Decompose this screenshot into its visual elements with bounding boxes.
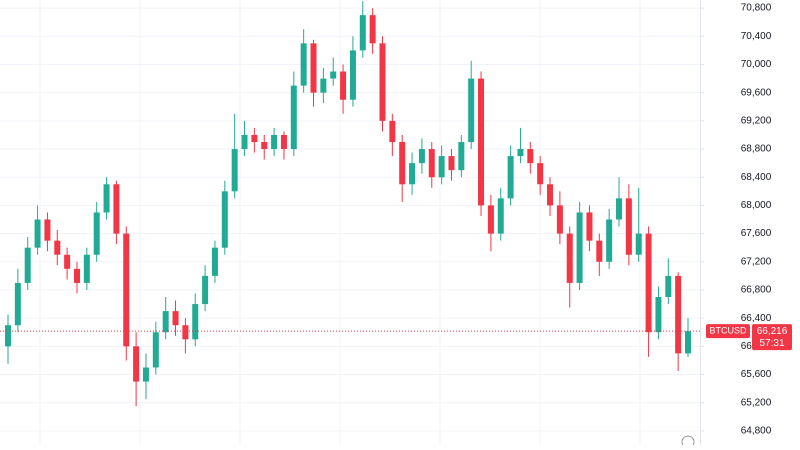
candle-body [103, 184, 110, 213]
candle-body [458, 141, 465, 171]
candle-body [113, 184, 120, 234]
candle-body [369, 15, 376, 44]
candle-body [182, 325, 189, 340]
candle-body [428, 149, 435, 178]
candle-body [133, 346, 140, 382]
candle-body [24, 247, 31, 283]
candle-body [596, 240, 603, 262]
candle-body [221, 191, 228, 248]
candle-body [576, 212, 583, 283]
candle-body [83, 254, 90, 283]
candle-body [675, 275, 682, 354]
candle-body [192, 304, 199, 340]
y-tick-label: 68,000 [741, 200, 772, 211]
y-tick-label: 70,800 [741, 3, 772, 14]
candle-body [399, 141, 406, 185]
candle-body [418, 149, 425, 164]
candle-body [152, 332, 159, 368]
candle-body [586, 212, 593, 241]
candle-body [5, 325, 11, 347]
y-tick-label: 70,400 [741, 31, 772, 42]
candle-body [310, 43, 317, 93]
candle-body [478, 78, 485, 206]
symbol-tag [706, 324, 750, 339]
candle-body [409, 163, 416, 185]
candle-body [438, 156, 445, 178]
last-price-label: 66,216 [757, 326, 788, 337]
candle-body [44, 219, 51, 241]
candle-body [379, 43, 386, 121]
candle-body [142, 367, 149, 382]
candle-body [517, 149, 524, 157]
candle-body [507, 156, 514, 199]
candle-body [645, 233, 652, 333]
candle-body [665, 275, 672, 298]
candle-body [290, 85, 297, 150]
candle-body [547, 184, 554, 206]
candle-body [527, 149, 534, 164]
candle-body [231, 149, 238, 192]
y-tick-label: 69,600 [741, 87, 772, 98]
candle-body [468, 78, 475, 142]
candle-body [64, 254, 71, 269]
candle-body [635, 233, 642, 255]
candle-body [251, 134, 258, 142]
candle-body [34, 219, 41, 248]
y-tick-label: 66,800 [741, 285, 772, 296]
candle-body [566, 233, 573, 283]
candle-body [261, 141, 268, 150]
candle-body [300, 43, 307, 86]
candle-body [340, 71, 347, 100]
candle-body [271, 134, 278, 150]
candle-body [54, 240, 61, 255]
y-tick-label: 67,200 [741, 256, 772, 267]
candle-body [359, 15, 366, 51]
candle-body [172, 311, 179, 326]
countdown-label: 57:31 [759, 338, 784, 349]
candle-body [73, 268, 80, 283]
y-tick-label: 69,200 [741, 115, 772, 126]
candle-body [14, 282, 21, 326]
candle-body [320, 78, 327, 93]
candle-body [497, 198, 504, 234]
candle-body [685, 331, 691, 354]
candle-body [211, 247, 218, 276]
candle-body [330, 71, 337, 79]
y-tick-label: 65,600 [741, 369, 772, 380]
candle-body [280, 134, 287, 150]
price-tag [752, 324, 792, 351]
candle-body [349, 50, 356, 100]
candle-body [93, 212, 100, 255]
y-tick-label: 66,400 [741, 313, 772, 324]
y-tick-label: 64,800 [741, 426, 772, 437]
candle-body [606, 219, 613, 262]
candle-body [616, 198, 623, 220]
candle-body [202, 275, 209, 305]
candle-body [162, 311, 169, 333]
candle-body [556, 205, 563, 234]
candle-body [487, 205, 494, 234]
candle-body [537, 163, 544, 185]
candle-body [448, 156, 455, 171]
y-tick-label: 70,000 [741, 59, 772, 70]
candle-body [655, 297, 662, 333]
candle-body [241, 134, 248, 150]
y-tick-label: 68,400 [741, 172, 772, 183]
candle-body [123, 233, 130, 347]
candle-body [625, 198, 632, 255]
candle-body [389, 120, 396, 142]
symbol-label: BTCUSD [709, 326, 747, 336]
y-tick-label: 65,200 [741, 397, 772, 408]
y-tick-label: 68,800 [741, 144, 772, 155]
y-tick-label: 67,600 [741, 228, 772, 239]
